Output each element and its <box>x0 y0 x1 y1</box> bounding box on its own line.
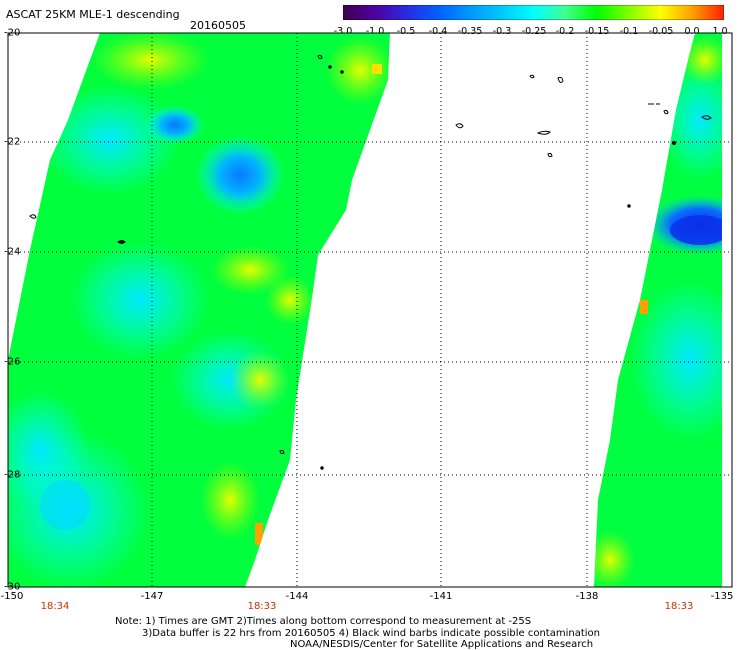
graticule <box>8 33 732 587</box>
colorbar-tick: -0.05 <box>648 26 674 37</box>
colorbar-tick: 1.0 <box>712 26 728 37</box>
lat-label: -22 <box>4 136 21 148</box>
lon-label: -144 <box>285 591 309 602</box>
footer-note-line1: Note: 1) Times are GMT 2)Times along bot… <box>115 616 532 627</box>
lat-label: -28 <box>4 469 21 481</box>
lat-label: -26 <box>4 356 21 368</box>
lon-label: -147 <box>140 591 164 602</box>
time-label: 18:33 <box>247 601 277 612</box>
product-date: 20160505 <box>190 19 246 32</box>
left-swath <box>8 33 390 587</box>
colorbar-tick: -0.4 <box>428 26 448 37</box>
time-label: 18:33 <box>664 601 694 612</box>
lon-label: -138 <box>575 591 599 602</box>
colorbar-tick: -0.3 <box>492 26 512 37</box>
lat-label: -30 <box>4 581 21 593</box>
lon-label: -141 <box>429 591 453 602</box>
wind-swath-map <box>7 32 733 588</box>
lat-label: -24 <box>4 246 21 258</box>
right-swath <box>594 33 722 587</box>
lon-label: -135 <box>710 591 734 602</box>
colorbar-tick: 0.0 <box>684 26 700 37</box>
map-frame <box>7 32 733 588</box>
colorbar-tick: -0.35 <box>457 26 483 37</box>
lon-label: -150 <box>0 591 24 602</box>
colorbar-ramp <box>343 5 724 20</box>
time-label: 18:34 <box>40 601 70 612</box>
product-title: ASCAT 25KM MLE-1 descending <box>6 8 180 21</box>
colorbar-tick: -0.25 <box>521 26 547 37</box>
colorbar-tick: -3.0 <box>333 26 353 37</box>
colorbar-tick: -0.1 <box>619 26 639 37</box>
footer-note-line2: 3)Data buffer is 22 hrs from 20160505 4)… <box>142 628 600 639</box>
island-outlines <box>29 54 712 470</box>
colorbar-tick: -0.2 <box>555 26 575 37</box>
lat-label: -20 <box>4 27 21 39</box>
colorbar-tick: -1.0 <box>365 26 385 37</box>
colorbar-tick: -0.15 <box>584 26 610 37</box>
footer-credit: NOAA/NESDIS/Center for Satellite Applica… <box>290 639 594 650</box>
colorbar <box>343 5 724 20</box>
colorbar-tick: -0.5 <box>396 26 416 37</box>
